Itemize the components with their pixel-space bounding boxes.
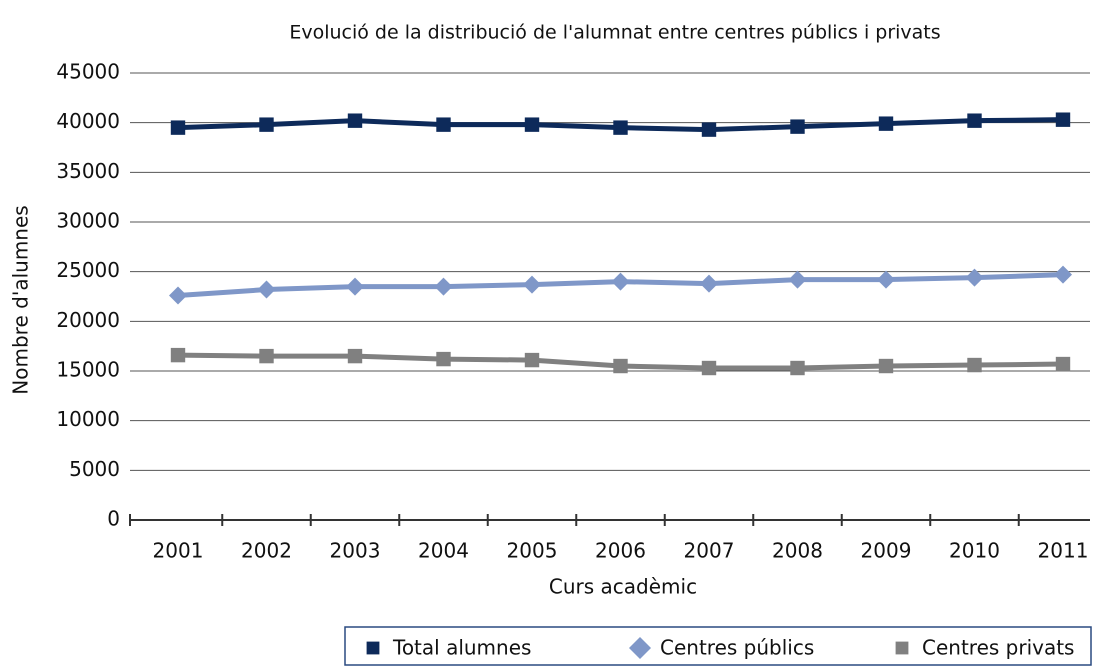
x-tick-label: 2007 <box>684 539 735 563</box>
data-point <box>347 348 363 364</box>
legend-swatch <box>895 641 909 655</box>
x-tick-label: 2004 <box>418 539 469 563</box>
data-point <box>613 120 628 135</box>
y-tick-label: 40000 <box>56 109 120 133</box>
data-point <box>346 277 364 296</box>
data-point <box>259 348 274 364</box>
x-tick-label: 2002 <box>241 539 292 563</box>
x-tick-label: 2003 <box>330 539 381 563</box>
data-point <box>524 117 540 132</box>
data-point <box>613 358 628 374</box>
legend-swatch <box>629 637 651 659</box>
data-point <box>788 270 807 289</box>
y-tick-label: 45000 <box>56 60 120 84</box>
data-point <box>877 270 895 289</box>
x-tick-label: 2006 <box>595 539 646 563</box>
y-tick-label: 10000 <box>56 407 120 431</box>
data-point <box>967 113 982 128</box>
x-tick-label: 2010 <box>949 539 1000 563</box>
y-axis-title: Nombre d'alumnes <box>9 205 33 394</box>
y-tick-label: 5000 <box>69 457 120 481</box>
y-tick-label: 25000 <box>56 258 120 282</box>
x-tick-label: 2009 <box>861 539 912 563</box>
legend-swatch <box>366 641 380 655</box>
x-tick-label: 2005 <box>507 539 558 563</box>
data-point <box>169 286 187 305</box>
data-point <box>965 268 984 287</box>
y-tick-label: 15000 <box>56 358 120 382</box>
data-point <box>170 120 186 135</box>
data-point <box>259 117 274 132</box>
data-point <box>790 119 805 134</box>
data-point <box>878 116 894 131</box>
data-point <box>878 358 894 374</box>
data-point <box>434 277 453 296</box>
data-point <box>790 360 805 376</box>
legend-label: Centres privats <box>922 636 1074 660</box>
data-point <box>523 275 541 294</box>
data-point <box>436 351 451 367</box>
data-point <box>1055 112 1071 127</box>
x-tick-label: 2008 <box>772 539 823 563</box>
data-point <box>170 347 186 363</box>
data-point <box>701 122 717 137</box>
data-point <box>967 357 982 373</box>
data-point <box>436 117 451 132</box>
data-point <box>611 272 630 291</box>
y-tick-label: 35000 <box>56 159 120 183</box>
data-point <box>1055 356 1071 372</box>
y-tick-label: 0 <box>107 507 120 531</box>
data-point <box>701 360 717 376</box>
data-point <box>347 113 363 128</box>
legend-box <box>344 626 1092 666</box>
data-point <box>1054 265 1072 284</box>
legend-label: Centres públics <box>660 636 814 660</box>
y-tick-label: 30000 <box>56 209 120 233</box>
x-axis-title: Curs acadèmic <box>549 575 697 599</box>
data-point <box>700 274 718 293</box>
y-tick-label: 20000 <box>56 308 120 332</box>
data-point <box>257 280 276 299</box>
chart-title: Evolució de la distribució de l'alumnat … <box>289 22 940 44</box>
x-tick-label: 2001 <box>153 539 204 563</box>
data-point <box>524 352 540 368</box>
legend-label: Total alumnes <box>392 636 531 660</box>
x-tick-label: 2011 <box>1038 539 1089 563</box>
